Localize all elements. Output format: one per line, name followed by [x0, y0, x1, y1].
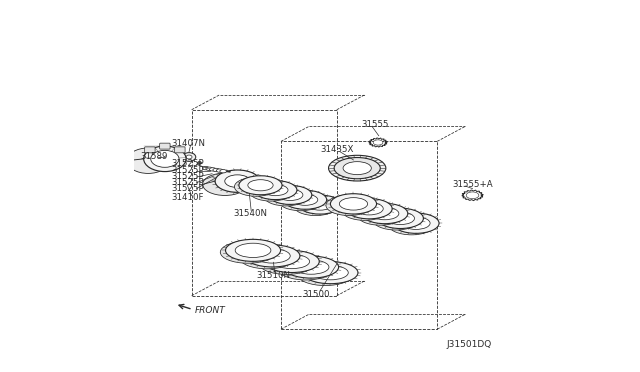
Ellipse shape: [216, 169, 223, 172]
Ellipse shape: [335, 199, 363, 212]
Text: 31589: 31589: [141, 153, 168, 161]
Text: 31525P: 31525P: [172, 172, 204, 181]
Ellipse shape: [298, 195, 342, 214]
Ellipse shape: [402, 217, 430, 230]
Ellipse shape: [245, 245, 300, 267]
Text: 31525P: 31525P: [172, 166, 204, 174]
Ellipse shape: [343, 162, 371, 174]
Ellipse shape: [248, 180, 273, 191]
Ellipse shape: [303, 201, 328, 212]
Text: 31555+A: 31555+A: [452, 180, 493, 189]
Ellipse shape: [255, 249, 291, 263]
Ellipse shape: [250, 251, 285, 265]
Ellipse shape: [326, 195, 372, 215]
Ellipse shape: [239, 176, 282, 195]
Ellipse shape: [386, 212, 415, 225]
Ellipse shape: [373, 140, 383, 145]
Ellipse shape: [202, 166, 209, 170]
Ellipse shape: [209, 168, 216, 171]
Ellipse shape: [269, 256, 305, 270]
Ellipse shape: [186, 155, 192, 159]
Ellipse shape: [312, 266, 348, 280]
Ellipse shape: [264, 250, 319, 273]
Text: 31525P: 31525P: [172, 185, 204, 193]
Ellipse shape: [293, 260, 329, 274]
Ellipse shape: [339, 198, 367, 210]
Ellipse shape: [294, 196, 337, 216]
Ellipse shape: [239, 247, 294, 269]
Ellipse shape: [264, 187, 307, 206]
Ellipse shape: [259, 186, 284, 197]
FancyBboxPatch shape: [159, 143, 170, 149]
Ellipse shape: [206, 167, 212, 170]
FancyBboxPatch shape: [145, 147, 155, 153]
Ellipse shape: [215, 170, 260, 192]
Ellipse shape: [262, 185, 288, 196]
Ellipse shape: [298, 263, 353, 286]
FancyBboxPatch shape: [175, 147, 185, 153]
Text: 31555: 31555: [361, 120, 388, 129]
Ellipse shape: [220, 170, 227, 173]
Ellipse shape: [303, 262, 358, 284]
Ellipse shape: [220, 241, 275, 263]
Ellipse shape: [273, 191, 298, 202]
Text: 31540N: 31540N: [234, 209, 268, 218]
Text: 31525P: 31525P: [172, 178, 204, 187]
Ellipse shape: [203, 173, 247, 195]
Text: 31510N: 31510N: [257, 271, 291, 280]
Ellipse shape: [397, 218, 426, 231]
Ellipse shape: [225, 175, 250, 187]
Ellipse shape: [225, 239, 280, 262]
Ellipse shape: [292, 194, 318, 205]
Ellipse shape: [269, 185, 312, 205]
Ellipse shape: [284, 190, 326, 209]
Ellipse shape: [393, 213, 439, 233]
Ellipse shape: [351, 204, 379, 217]
Ellipse shape: [274, 254, 310, 269]
Ellipse shape: [284, 256, 339, 278]
Ellipse shape: [182, 153, 196, 161]
Ellipse shape: [334, 157, 380, 179]
Ellipse shape: [355, 202, 383, 215]
Ellipse shape: [373, 210, 419, 230]
Ellipse shape: [466, 192, 479, 199]
Ellipse shape: [342, 200, 388, 220]
Ellipse shape: [278, 258, 333, 280]
Ellipse shape: [127, 148, 170, 173]
Ellipse shape: [307, 267, 343, 282]
Text: FRONT: FRONT: [195, 306, 225, 315]
Ellipse shape: [254, 180, 297, 200]
Ellipse shape: [330, 194, 376, 214]
Text: 31500: 31500: [303, 290, 330, 299]
Text: 31410F: 31410F: [172, 193, 204, 202]
Ellipse shape: [357, 205, 403, 225]
Ellipse shape: [243, 181, 269, 192]
Ellipse shape: [288, 262, 324, 276]
Ellipse shape: [259, 252, 314, 275]
Ellipse shape: [328, 155, 386, 181]
Ellipse shape: [151, 150, 179, 167]
Ellipse shape: [235, 243, 271, 257]
Ellipse shape: [366, 209, 394, 221]
Ellipse shape: [378, 208, 424, 228]
Ellipse shape: [197, 161, 202, 164]
Ellipse shape: [278, 189, 303, 201]
Ellipse shape: [213, 168, 220, 171]
Ellipse shape: [288, 196, 314, 207]
Text: 31435X: 31435X: [321, 145, 354, 154]
Text: 31407N: 31407N: [172, 139, 205, 148]
Ellipse shape: [388, 215, 435, 235]
Ellipse shape: [143, 146, 186, 171]
Ellipse shape: [234, 177, 278, 196]
Ellipse shape: [381, 214, 410, 226]
Ellipse shape: [250, 182, 292, 201]
Text: 31525P: 31525P: [172, 159, 204, 168]
Ellipse shape: [230, 245, 266, 259]
Ellipse shape: [346, 199, 392, 219]
Ellipse shape: [362, 203, 408, 224]
Ellipse shape: [371, 207, 399, 220]
Ellipse shape: [279, 192, 322, 211]
Text: J31501DQ: J31501DQ: [446, 340, 492, 349]
Ellipse shape: [307, 199, 333, 210]
